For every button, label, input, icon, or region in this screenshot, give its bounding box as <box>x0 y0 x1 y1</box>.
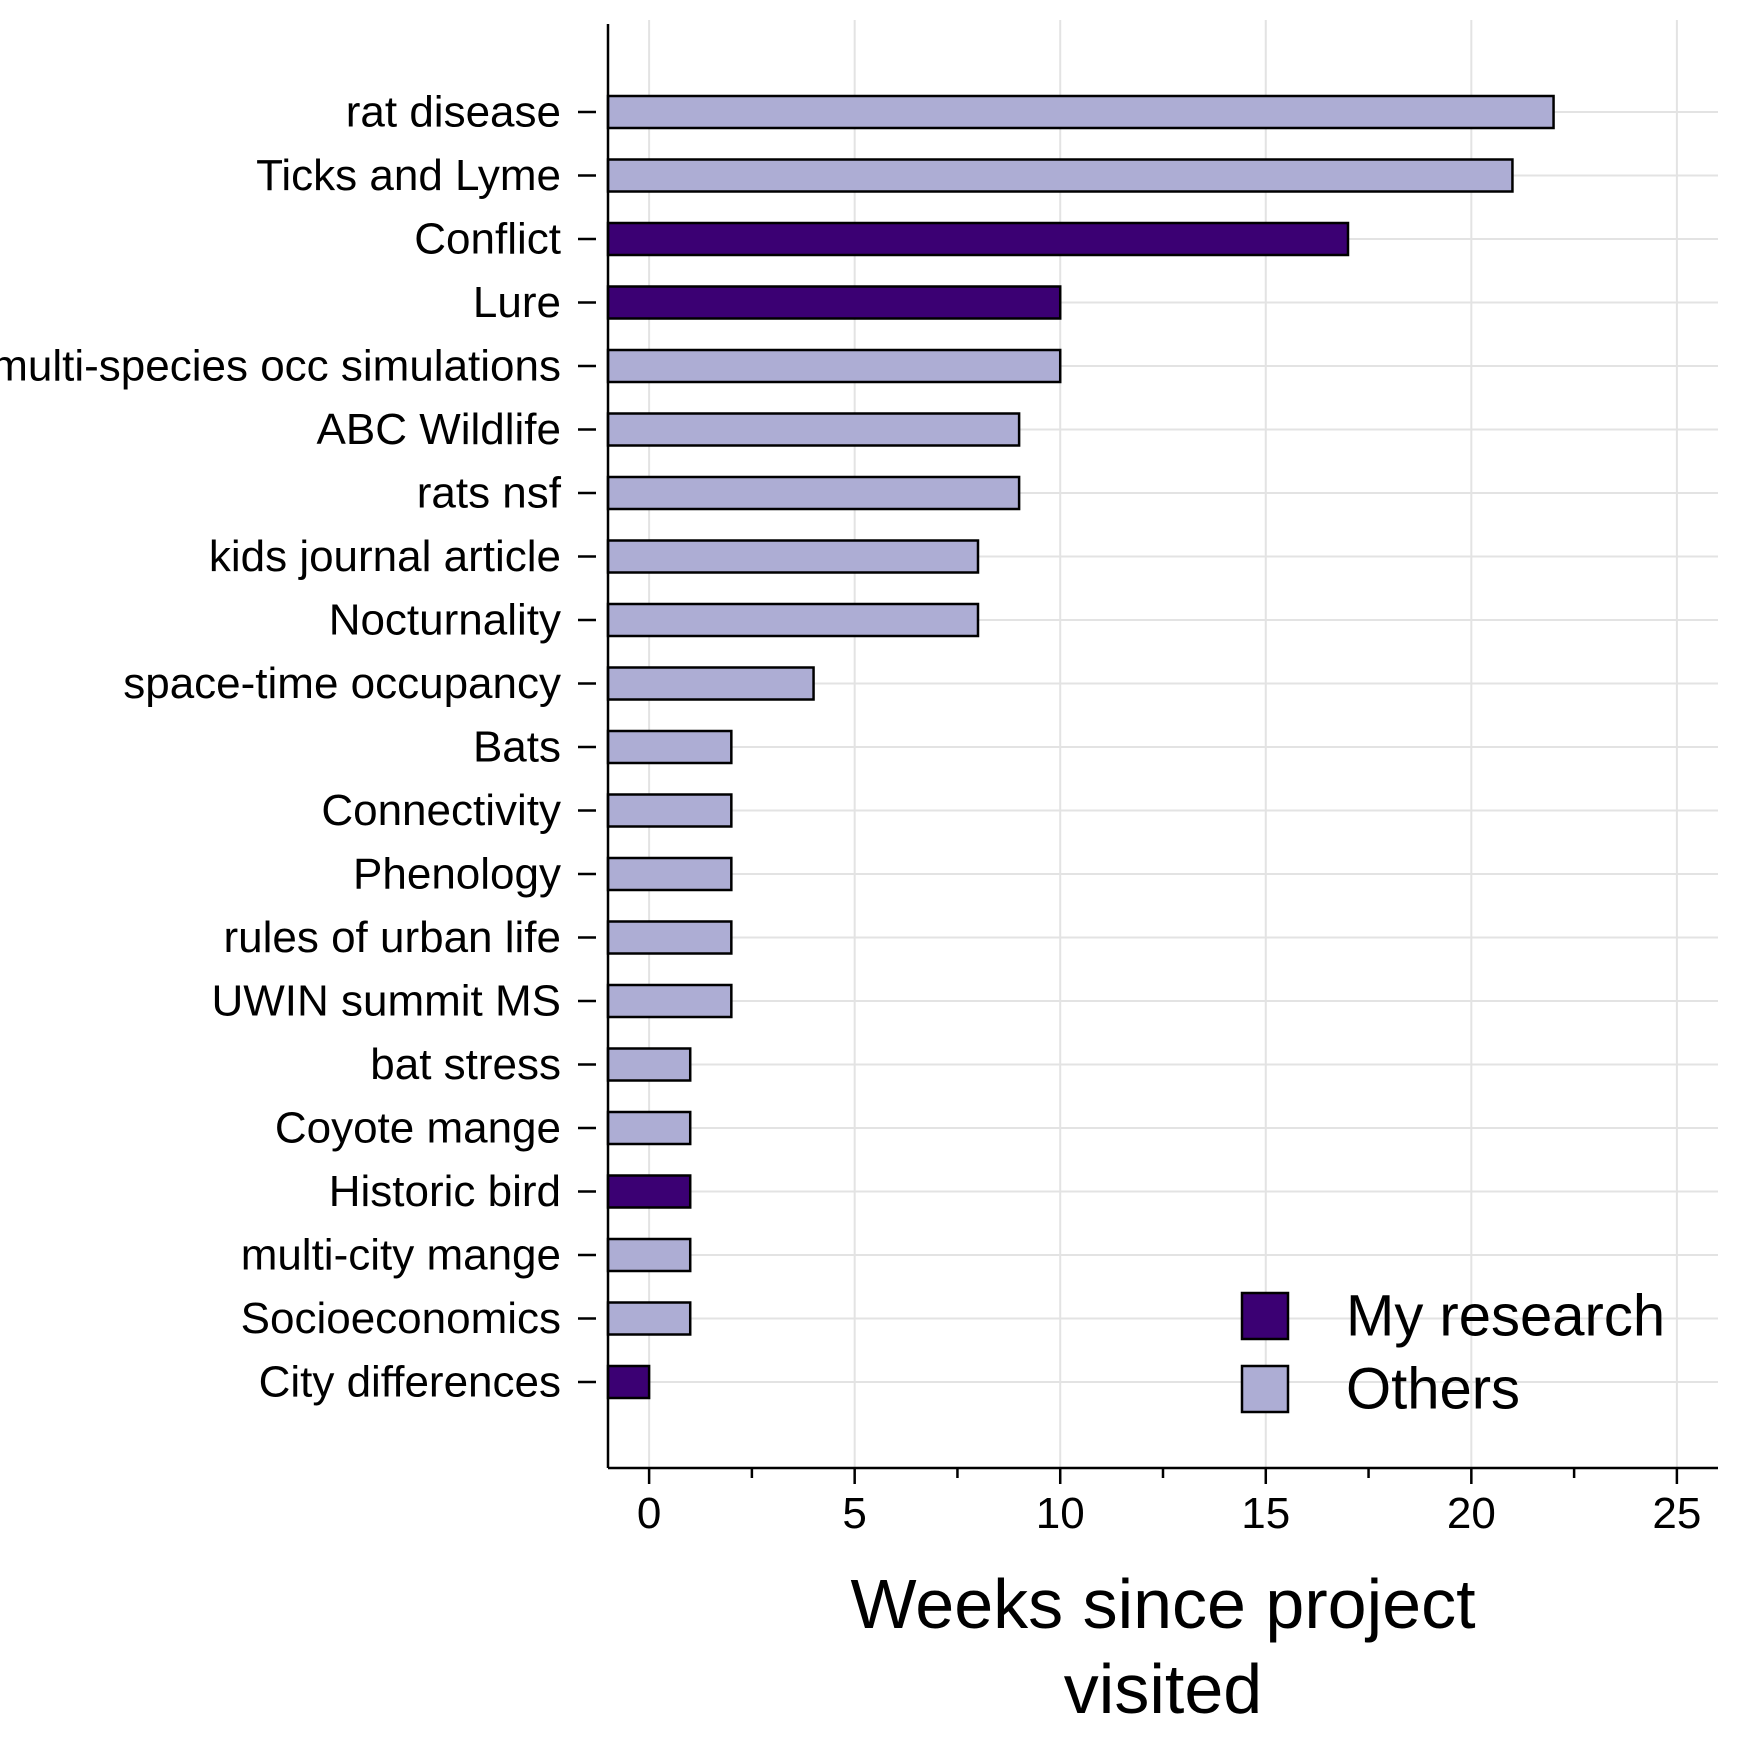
x-axis-label: Weeks since project <box>850 1565 1475 1643</box>
x-tick-label: 15 <box>1241 1489 1290 1538</box>
bar <box>606 1110 692 1146</box>
bar <box>606 1174 692 1209</box>
bar <box>606 666 815 701</box>
category-label: Bats <box>473 723 561 772</box>
category-label: rats nsf <box>417 469 562 518</box>
category-label: Historic bird <box>329 1167 561 1216</box>
x-tick-label: 10 <box>1036 1489 1085 1538</box>
bar <box>606 1047 692 1082</box>
bar <box>606 1364 651 1400</box>
bar <box>606 285 1062 320</box>
category-label: Conflict <box>414 215 561 264</box>
legend: My research Others <box>1240 1284 1665 1422</box>
x-tick-label: 25 <box>1652 1489 1701 1538</box>
legend-swatch <box>1240 1291 1290 1341</box>
bar <box>606 348 1062 384</box>
legend-label: Others <box>1346 1357 1520 1422</box>
category-label: Lure <box>473 278 561 327</box>
category-label: UWIN summit MS <box>211 977 561 1026</box>
bar <box>606 920 733 955</box>
category-label: Phenology <box>353 850 561 899</box>
x-tick-label: 20 <box>1447 1489 1496 1538</box>
category-label: Socioeconomics <box>241 1294 561 1343</box>
category-label: rules of urban life <box>223 913 561 962</box>
bar <box>606 158 1514 193</box>
category-label: Coyote mange <box>275 1104 561 1153</box>
bar <box>606 475 1021 511</box>
category-label: multi-species occ simulations <box>0 342 561 391</box>
bar <box>606 856 733 892</box>
category-label: kids journal article <box>209 532 561 581</box>
bar <box>606 602 980 638</box>
x-tick-label: 0 <box>637 1489 661 1538</box>
bar <box>606 1301 692 1336</box>
x-tick-label: 5 <box>842 1489 866 1538</box>
x-axis-label: visited <box>1064 1650 1262 1728</box>
bar <box>606 983 733 1019</box>
category-label: Ticks and Lyme <box>256 151 561 200</box>
category-label: bat stress <box>370 1040 561 1089</box>
bar <box>606 94 1555 130</box>
legend-label: My research <box>1346 1284 1665 1349</box>
bar <box>606 539 980 574</box>
category-label: rat disease <box>346 88 561 137</box>
category-label: multi-city mange <box>241 1231 561 1280</box>
bar <box>606 793 733 828</box>
bar <box>606 412 1021 447</box>
axes <box>578 24 1718 1484</box>
labels: rat disease Ticks and Lyme Conflict Lure mul… <box>0 88 1701 1729</box>
category-label: ABC Wildlife <box>317 405 562 454</box>
legend-swatch <box>1240 1364 1290 1414</box>
bar <box>606 729 733 765</box>
bar <box>606 221 1350 257</box>
bar <box>606 1237 692 1273</box>
category-label: space-time occupancy <box>123 659 561 708</box>
category-label: City differences <box>259 1358 561 1407</box>
category-label: Nocturnality <box>329 596 561 645</box>
category-label: Connectivity <box>321 786 561 835</box>
